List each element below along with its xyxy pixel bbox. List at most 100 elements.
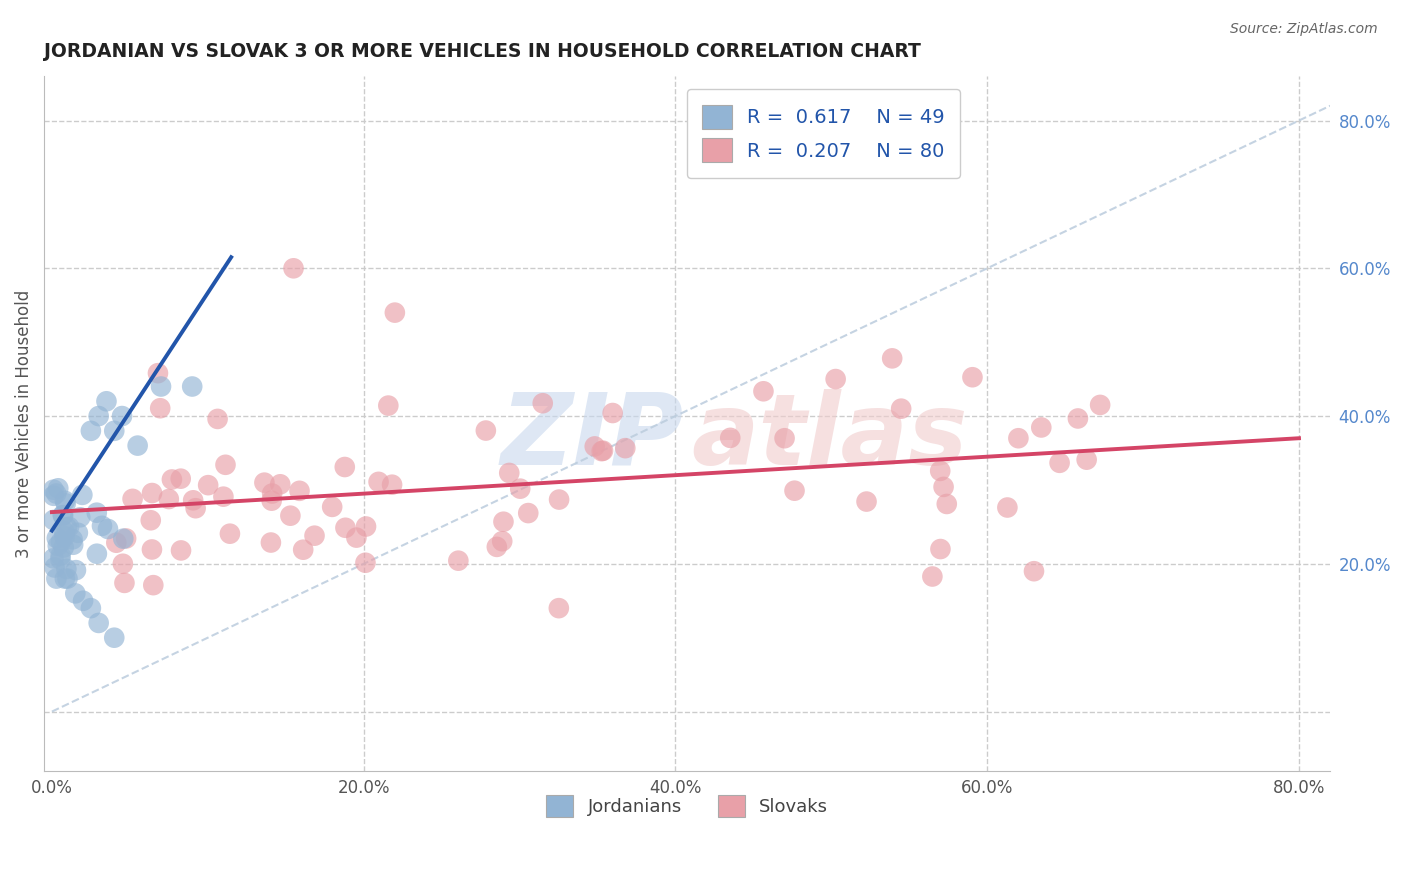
Point bbox=[253, 475, 276, 490]
Point bbox=[91, 518, 114, 533]
Point bbox=[592, 443, 614, 458]
Point bbox=[44, 560, 66, 574]
Point bbox=[212, 490, 235, 504]
Point bbox=[547, 601, 569, 615]
Legend: Jordanians, Slovaks: Jordanians, Slovaks bbox=[538, 788, 835, 824]
Text: ZIP: ZIP bbox=[501, 389, 683, 486]
Point bbox=[62, 533, 84, 547]
Point bbox=[58, 520, 80, 534]
Point bbox=[141, 486, 163, 500]
Point bbox=[288, 483, 311, 498]
Point bbox=[591, 444, 613, 458]
Point bbox=[46, 481, 69, 495]
Point bbox=[929, 542, 952, 557]
Point bbox=[112, 532, 135, 546]
Point bbox=[377, 399, 399, 413]
Point bbox=[447, 554, 470, 568]
Point bbox=[531, 396, 554, 410]
Point bbox=[1088, 398, 1111, 412]
Point bbox=[381, 477, 404, 491]
Y-axis label: 3 or more Vehicles in Household: 3 or more Vehicles in Household bbox=[15, 289, 32, 558]
Point bbox=[1007, 431, 1029, 445]
Point bbox=[962, 370, 984, 384]
Point bbox=[517, 506, 540, 520]
Point bbox=[214, 458, 236, 472]
Point bbox=[87, 409, 110, 423]
Point bbox=[614, 441, 637, 455]
Point bbox=[86, 547, 108, 561]
Point bbox=[55, 562, 77, 576]
Point bbox=[49, 549, 72, 563]
Point bbox=[96, 394, 118, 409]
Point bbox=[86, 506, 108, 520]
Point bbox=[921, 569, 943, 583]
Point bbox=[55, 496, 77, 510]
Point bbox=[262, 486, 284, 500]
Point bbox=[181, 379, 204, 393]
Point bbox=[49, 552, 72, 566]
Point bbox=[932, 480, 955, 494]
Point bbox=[783, 483, 806, 498]
Point bbox=[142, 578, 165, 592]
Text: Source: ZipAtlas.com: Source: ZipAtlas.com bbox=[1230, 22, 1378, 37]
Point bbox=[80, 424, 103, 438]
Point bbox=[42, 489, 65, 503]
Point bbox=[855, 494, 877, 508]
Point bbox=[52, 508, 75, 523]
Point bbox=[280, 508, 302, 523]
Point bbox=[150, 379, 173, 393]
Point bbox=[260, 493, 283, 508]
Point bbox=[127, 439, 149, 453]
Point bbox=[55, 520, 77, 534]
Point bbox=[53, 524, 76, 539]
Point bbox=[170, 543, 193, 558]
Point bbox=[367, 475, 389, 489]
Point bbox=[548, 492, 571, 507]
Point bbox=[498, 466, 520, 480]
Point bbox=[65, 586, 87, 600]
Point bbox=[1031, 420, 1053, 434]
Point bbox=[170, 472, 193, 486]
Point bbox=[105, 535, 128, 549]
Point bbox=[146, 366, 169, 380]
Point bbox=[49, 534, 72, 549]
Point bbox=[354, 519, 377, 533]
Point bbox=[52, 508, 75, 523]
Point bbox=[752, 384, 775, 399]
Point bbox=[824, 372, 846, 386]
Point bbox=[583, 439, 606, 453]
Point bbox=[52, 541, 75, 555]
Point bbox=[141, 542, 163, 557]
Point bbox=[344, 531, 367, 545]
Point bbox=[184, 501, 207, 516]
Point bbox=[207, 412, 229, 426]
Point bbox=[995, 500, 1018, 515]
Point bbox=[72, 594, 94, 608]
Point bbox=[1049, 456, 1071, 470]
Point bbox=[283, 261, 305, 276]
Point bbox=[111, 557, 134, 571]
Point bbox=[103, 631, 125, 645]
Point bbox=[53, 572, 76, 586]
Point bbox=[56, 572, 79, 586]
Point bbox=[103, 424, 125, 438]
Point bbox=[66, 525, 89, 540]
Point bbox=[157, 491, 180, 506]
Point bbox=[65, 563, 87, 577]
Point bbox=[929, 464, 952, 478]
Point bbox=[354, 556, 377, 570]
Point bbox=[53, 493, 76, 508]
Point bbox=[181, 493, 204, 508]
Point bbox=[160, 473, 183, 487]
Point bbox=[149, 401, 172, 416]
Point bbox=[139, 513, 162, 527]
Point bbox=[1022, 564, 1045, 578]
Point bbox=[219, 526, 242, 541]
Point bbox=[121, 491, 143, 506]
Point bbox=[718, 431, 741, 445]
Point bbox=[269, 477, 291, 491]
Point bbox=[42, 483, 65, 497]
Point bbox=[773, 431, 796, 445]
Text: atlas: atlas bbox=[690, 389, 967, 486]
Point bbox=[97, 522, 120, 536]
